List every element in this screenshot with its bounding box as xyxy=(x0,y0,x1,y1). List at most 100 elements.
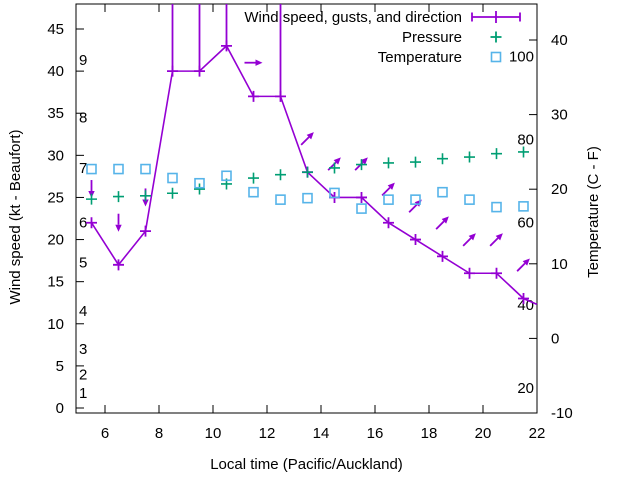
direction-arrow-shaft xyxy=(489,237,499,247)
y2-axis-title: Temperature (C - F) xyxy=(585,146,602,278)
wind-point xyxy=(113,259,124,271)
pressure-point xyxy=(437,153,448,165)
temperature-point xyxy=(518,201,529,212)
legend-sample-wind-errorbar-icon xyxy=(471,11,521,23)
y-tick-label: 30 xyxy=(47,147,64,164)
pressure-point xyxy=(140,190,151,202)
direction-arrow-head xyxy=(333,157,341,165)
direction-arrow-head xyxy=(115,224,122,232)
temperature-point xyxy=(140,163,151,175)
direction-arrow-head xyxy=(360,157,368,165)
y-tick-label: 25 xyxy=(47,189,64,206)
pressure-point xyxy=(248,172,259,184)
temperature-point xyxy=(464,194,475,205)
beaufort-scale-label: 2 xyxy=(79,366,87,383)
y2-tick-label: -10 xyxy=(551,405,573,422)
fahrenheit-scale-label: 80 xyxy=(517,131,534,148)
direction-arrow-shaft xyxy=(408,203,418,213)
x-tick-label: 6 xyxy=(101,425,109,442)
y2-tick-label: 0 xyxy=(551,330,559,347)
x-tick-label: 14 xyxy=(313,425,330,442)
x-tick-label: 12 xyxy=(259,425,276,442)
beaufort-scale-label: 8 xyxy=(79,109,87,126)
temperature-point xyxy=(194,177,205,189)
plot-frame xyxy=(75,3,538,414)
direction-arrow-shaft xyxy=(300,136,310,146)
temperature-point xyxy=(383,194,394,205)
temperature-point xyxy=(113,163,124,175)
temperature-point xyxy=(410,194,421,205)
temperature-point xyxy=(248,186,259,198)
y-tick-label: 10 xyxy=(47,316,64,333)
beaufort-scale-label: 5 xyxy=(79,254,87,271)
wind-point xyxy=(383,217,394,229)
pressure-point xyxy=(410,156,421,168)
pressure-point xyxy=(86,193,97,205)
beaufort-scale-label: 3 xyxy=(79,341,87,358)
y2-tick-label: 20 xyxy=(551,181,568,198)
temperature-point xyxy=(356,203,367,214)
direction-arrow-head xyxy=(495,233,503,241)
wind-point xyxy=(221,40,232,52)
pressure-point xyxy=(329,162,340,174)
fahrenheit-scale-label: 100 xyxy=(509,49,534,66)
temperature-point xyxy=(437,186,448,198)
wind-point xyxy=(464,267,475,279)
pressure-point xyxy=(518,146,529,158)
y-tick-label: 35 xyxy=(47,105,64,122)
legend-item-pressure: Pressure xyxy=(76,27,526,47)
direction-arrow-shaft xyxy=(435,220,445,230)
beaufort-scale-label: 1 xyxy=(79,385,87,402)
temperature-point xyxy=(221,170,232,182)
pressure-point xyxy=(113,191,124,203)
direction-arrow-head xyxy=(468,233,476,241)
y2-tick-label: 10 xyxy=(551,256,568,273)
wind-point xyxy=(410,234,421,246)
fahrenheit-scale-label: 60 xyxy=(517,214,534,231)
x-tick-label: 16 xyxy=(367,425,384,442)
x-tick-label: 10 xyxy=(205,425,222,442)
pressure-point xyxy=(356,159,367,171)
wind-point xyxy=(491,267,502,279)
legend-sample-temperature-square-icon xyxy=(490,51,502,63)
y-tick-label: 20 xyxy=(47,232,64,249)
pressure-point xyxy=(302,166,313,178)
y2-tick-label: 30 xyxy=(551,107,568,124)
pressure-point xyxy=(383,157,394,169)
y-axis-title: Wind speed (kt - Beaufort) xyxy=(7,129,24,305)
y-tick-label: 45 xyxy=(47,21,64,38)
wind-point xyxy=(248,90,259,102)
temperature-point xyxy=(491,201,502,213)
temperature-point xyxy=(329,187,340,199)
wind-point xyxy=(167,65,178,77)
direction-arrow-head xyxy=(255,59,263,66)
y2-tick-label: 40 xyxy=(551,32,568,49)
pressure-point xyxy=(491,148,502,160)
fahrenheit-scale-label: 20 xyxy=(517,380,534,397)
direction-arrow-shaft xyxy=(381,186,391,197)
legend-item-temperature: Temperature xyxy=(76,47,526,67)
temperature-point xyxy=(86,163,97,175)
temperature-point xyxy=(302,192,313,204)
legend-sample-pressure-plus-icon xyxy=(490,31,502,43)
legend-label-temperature: Temperature xyxy=(377,48,462,66)
beaufort-scale-label: 9 xyxy=(79,52,87,69)
legend-label-pressure: Pressure xyxy=(401,28,462,46)
wind-point xyxy=(140,225,151,237)
wind-speed-line xyxy=(90,44,538,306)
x-tick-label: 18 xyxy=(421,425,438,442)
wind-point xyxy=(518,293,529,305)
x-tick-label: 20 xyxy=(475,425,492,442)
legend-label-wind: Wind speed, gusts, and direction xyxy=(244,8,462,26)
direction-arrow-head xyxy=(142,199,149,207)
pressure-point xyxy=(275,169,286,181)
legend: Wind speed, gusts, and direction Pressur… xyxy=(76,7,526,67)
pressure-point xyxy=(167,187,178,199)
legend-item-wind: Wind speed, gusts, and direction xyxy=(76,7,526,27)
pressure-point xyxy=(464,151,475,163)
beaufort-scale-label: 4 xyxy=(79,303,87,320)
x-tick-label: 8 xyxy=(155,425,163,442)
y-tick-label: 0 xyxy=(56,400,64,417)
